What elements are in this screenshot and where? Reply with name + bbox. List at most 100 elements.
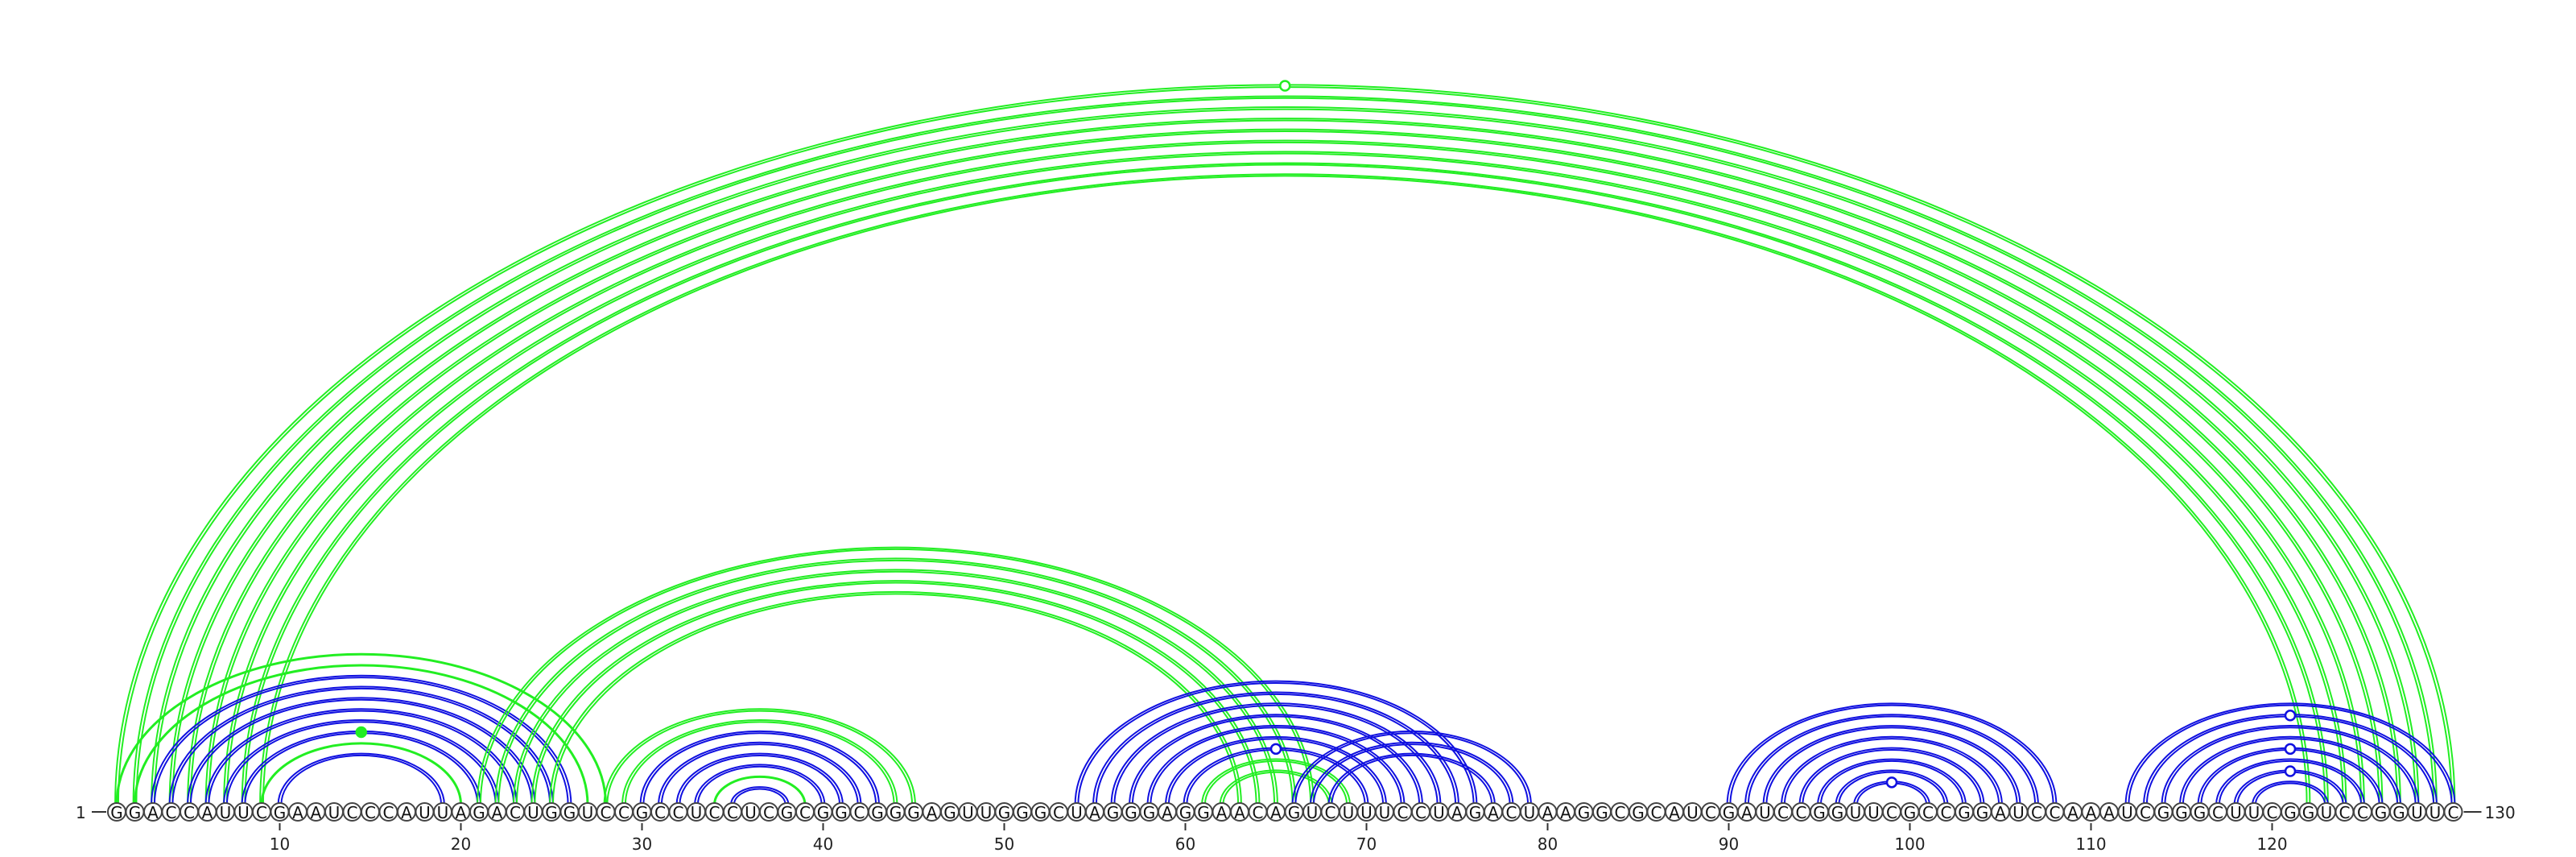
arc-marker-8-21 — [355, 726, 367, 739]
nucleotide-letter: A — [1270, 803, 1282, 822]
base-pair-arc-1-28 — [115, 652, 607, 805]
nucleotide-letter: A — [1741, 803, 1752, 822]
base-pair-arc-66-79-outer — [1291, 730, 1532, 805]
base-pair-arc-57-73-outer — [1129, 714, 1423, 805]
base-pair-arc-68-77-outer — [1327, 752, 1496, 805]
axis-tick-label: 30 — [632, 834, 652, 854]
nucleotide-letter: G — [907, 803, 920, 822]
nucleotide-letter: C — [2212, 803, 2223, 822]
base-pair-arc-2-129-outer — [132, 95, 2438, 805]
axis-tick-label: 50 — [994, 834, 1014, 854]
base-pair-arc-29-44-inner — [624, 721, 895, 805]
base-pair-arc-60-70-outer — [1183, 747, 1369, 805]
base-pair-arc-66-79-inner — [1294, 732, 1530, 805]
nucleotide-letter: G — [2392, 803, 2405, 822]
nucleotide-letter: C — [854, 803, 865, 822]
nucleotide-letter: A — [456, 803, 467, 822]
arc-marker-113-129 — [2284, 710, 2297, 722]
nucleotide-circle — [2443, 802, 2463, 822]
base-pair-arc-114-128-outer — [2161, 724, 2420, 805]
base-pair-arc-30-43-outer — [639, 730, 880, 805]
nucleotide-letter: A — [2103, 803, 2115, 822]
base-pair-arc-24-64-outer — [530, 580, 1261, 805]
nucleotide-letter: G — [1958, 803, 1971, 822]
nucleotide-letter: C — [763, 803, 774, 822]
base-pair-arc-62-68-outer — [1219, 769, 1333, 805]
nucleotide-letter: A — [1451, 803, 1463, 822]
axis-tick-label: 110 — [2075, 834, 2106, 854]
nucleotide-letter: G — [1179, 803, 1192, 822]
nucleotide-letter: G — [890, 803, 902, 822]
nucleotide-letter: G — [545, 803, 558, 822]
nucleotide-letter: U — [2321, 803, 2333, 822]
nucleotide-letter: C — [2140, 803, 2151, 822]
base-pair-arc-5-24-inner — [189, 698, 533, 805]
nucleotide-letter: U — [1850, 803, 1862, 822]
base-pair-arc-7-124-inner — [225, 152, 2344, 805]
arc-marker-97-101 — [1885, 776, 1898, 789]
base-pair-arc-5-126-inner — [189, 130, 2380, 805]
nucleotide-letter: C — [2448, 803, 2459, 822]
base-pair-arc-7-22-inner — [225, 721, 497, 805]
nucleotide-letter: G — [564, 803, 576, 822]
nucleotide-letter: C — [1941, 803, 1952, 822]
base-pair-arc-6-23-inner — [208, 710, 515, 805]
base-pair-arc-4-25-outer — [168, 685, 554, 805]
nucleotide-letter: G — [943, 803, 956, 822]
base-pair-arc-1-130-inner — [117, 85, 2453, 805]
base-pair-arc-6-125-inner — [208, 141, 2363, 805]
base-pair-arc-1-130-outer — [114, 84, 2456, 805]
nucleotide-letter: A — [1488, 803, 1499, 822]
nucleotide-letter: C — [727, 803, 738, 822]
nucleotide-letter: C — [2267, 803, 2278, 822]
nucleotide-letter: C — [1651, 803, 1662, 822]
nucleotide-letter: A — [1216, 803, 1228, 822]
base-pair-arc-22-66-outer — [494, 557, 1297, 805]
base-pair-arc-25-63-outer — [549, 590, 1242, 805]
nucleotide-letter: G — [1288, 803, 1301, 822]
nucleotide-letter: U — [419, 803, 431, 822]
arc-marker-60-70 — [1269, 743, 1282, 756]
base-pair-arc-31-42-outer — [658, 741, 862, 805]
nucleotide-letter: U — [1307, 803, 1319, 822]
nucleotide-letter: U — [2121, 803, 2133, 822]
base-pair-arc-67-78-outer — [1310, 741, 1514, 805]
base-pair-arc-35-38-outer — [730, 786, 790, 805]
nucleotide-letter: U — [1759, 803, 1771, 822]
axis-tick-label: 80 — [1538, 834, 1558, 854]
sequence-start-label: 1 — [76, 803, 86, 822]
nucleotide-letter: A — [2086, 803, 2097, 822]
base-pair-arc-8-123-outer — [241, 162, 2329, 805]
nucleotide-letter: C — [1705, 803, 1716, 822]
nucleotide-letter: C — [1886, 803, 1897, 822]
nucleotide-letter: G — [1831, 803, 1844, 822]
nucleotide-letter: U — [2411, 803, 2423, 822]
nucleotide-letter: G — [2194, 803, 2207, 822]
nucleotide-letter: C — [365, 803, 376, 822]
base-pair-arc-91-107-inner — [1747, 715, 2037, 805]
nucleotide-letter: C — [1325, 803, 1336, 822]
nucleotide-letter: U — [527, 803, 539, 822]
base-pair-arc-94-104-inner — [1802, 748, 1982, 805]
nucleotide-letter: U — [745, 803, 757, 822]
base-pair-arc-95-103-outer — [1817, 758, 1967, 805]
nucleotide-letter: G — [1125, 803, 1137, 822]
nucleotide-letter: G — [274, 803, 287, 822]
nucleotide-letter: U — [437, 803, 449, 822]
base-pair-arc-3-26-outer — [151, 674, 572, 805]
nucleotide-letter: C — [799, 803, 811, 822]
arc-marker-116-126 — [2284, 743, 2297, 756]
nucleotide-letter: G — [1813, 803, 1826, 822]
base-pair-arc-114-128-inner — [2164, 727, 2417, 805]
base-pair-arc-91-107-outer — [1744, 714, 2039, 805]
base-pair-arc-3-26-inner — [153, 677, 569, 805]
nucleotide-letter: C — [654, 803, 666, 822]
axis-tick-label: 20 — [451, 834, 471, 854]
base-pair-arc-30-43-inner — [642, 732, 877, 805]
nucleotide-letter: C — [1415, 803, 1426, 822]
nucleotide-letter: A — [311, 803, 322, 822]
nucleotide-letter: C — [184, 803, 195, 822]
nucleotide-letter: C — [673, 803, 684, 822]
nucleotide-letter: C — [1506, 803, 1517, 822]
